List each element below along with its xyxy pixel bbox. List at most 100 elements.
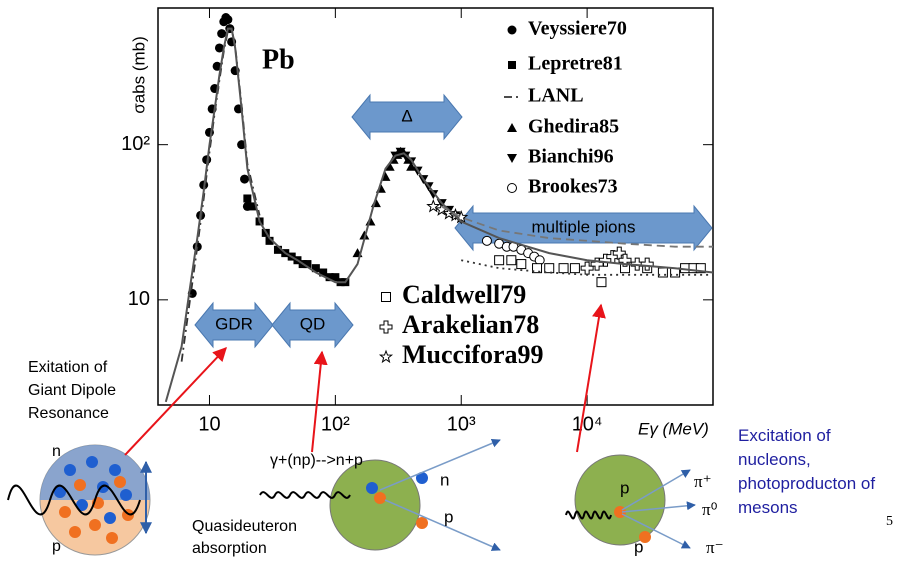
neutron	[366, 482, 378, 494]
x-tick-label: 10	[198, 413, 220, 435]
y-tick-label: 10²	[121, 133, 150, 155]
data-point	[428, 190, 439, 200]
legend-swatch	[378, 349, 394, 364]
qd-diagram: γ+(np)-->n+p n p Quasideuteron absorption	[192, 438, 501, 557]
data-point	[569, 263, 580, 274]
legend-label: Brookes73	[528, 176, 618, 198]
legend-label: LANL	[528, 85, 584, 107]
range-arrow	[271, 301, 354, 349]
protons	[59, 476, 134, 544]
data-point	[516, 259, 527, 270]
caption-line: mesons	[738, 498, 798, 517]
x-tick-label: 10²	[321, 413, 350, 435]
track	[621, 513, 691, 549]
range-arrow	[351, 93, 463, 141]
data-point	[303, 260, 312, 269]
caption-line: photoproducton of	[738, 474, 875, 493]
range-arrow	[454, 204, 713, 252]
element-label: Pb	[262, 44, 295, 75]
data-point	[273, 245, 282, 254]
data-point	[481, 235, 492, 246]
caption: Exitation of Giant Dipole Resonance	[28, 359, 116, 422]
data-line	[164, 27, 713, 403]
data-point	[217, 29, 227, 39]
data-point	[506, 255, 517, 266]
caption-line: absorption	[192, 540, 267, 557]
data-point	[580, 261, 594, 275]
caption-line: Quasideuteron	[192, 518, 297, 535]
data-point	[596, 277, 607, 288]
pointer-arrow	[311, 350, 328, 453]
x-tick-label: 10⁴	[572, 413, 603, 435]
data-point	[494, 255, 505, 266]
data-point	[223, 15, 233, 25]
caption-line: Resonance	[28, 405, 109, 422]
legend-swatch	[507, 25, 517, 35]
caption-line: Exitation of	[28, 359, 108, 376]
data-point	[243, 194, 252, 203]
reaction: γ+(np)-->n+p	[270, 452, 363, 469]
data-point	[265, 236, 274, 245]
legend-label: Bianchi96	[528, 146, 614, 168]
data-line	[441, 205, 713, 248]
pion-diagram: p p π⁺ π⁰ π⁻	[565, 454, 724, 557]
legend-swatch	[507, 183, 517, 193]
data-point	[384, 161, 395, 171]
legend-swatch	[507, 154, 517, 163]
data-point	[558, 263, 569, 274]
data-point	[395, 147, 406, 157]
data-point	[618, 253, 632, 267]
range-label: QD	[300, 314, 326, 333]
gdr-diagram: n p	[7, 443, 152, 556]
legend-label: Veyssiere70	[528, 18, 627, 40]
label: n	[440, 470, 449, 489]
legend-swatch	[508, 61, 516, 69]
page-number: 5	[886, 514, 893, 529]
y-axis-label: σabs (mb)	[129, 36, 148, 114]
data-point	[441, 206, 457, 220]
track	[384, 499, 501, 551]
label: π⁰	[702, 500, 718, 519]
data-point	[695, 263, 706, 274]
legend-label: Lepretre81	[528, 53, 623, 75]
caption-line: Giant Dipole	[28, 382, 116, 399]
plot-frame	[157, 7, 714, 406]
photon-wave	[565, 510, 612, 520]
nucleus	[574, 454, 666, 546]
legend-label: Muccifora99	[402, 340, 544, 369]
range-label: Δ	[401, 106, 412, 125]
legend-label: Caldwell79	[402, 280, 526, 309]
data-point	[212, 61, 222, 71]
proton	[639, 531, 651, 543]
label: π⁺	[694, 472, 712, 491]
neutrons	[54, 456, 132, 524]
label: p	[52, 538, 61, 555]
y-tick-label: 10	[128, 288, 150, 310]
legend-swatch	[381, 292, 391, 302]
data-point	[406, 157, 417, 167]
caption: Quasideuteron absorption	[192, 518, 297, 557]
data-point	[319, 268, 328, 277]
x-tick-label: 10³	[447, 413, 476, 435]
data-point	[640, 257, 654, 271]
data-line	[461, 259, 713, 276]
label: π⁻	[706, 538, 724, 557]
legend-swatch	[379, 320, 393, 334]
label: n	[52, 443, 61, 460]
label: p	[620, 478, 629, 497]
data-point	[532, 263, 543, 274]
data-point	[544, 263, 555, 274]
data-point	[359, 230, 370, 240]
data-point	[331, 273, 340, 282]
chart: 10 10² 10³ 10⁴ 10 10² σabs (mb) Eγ (MeV) Pb GDR QD…	[121, 7, 714, 438]
photon-wave	[7, 484, 141, 516]
range-label: GDR	[215, 314, 253, 333]
caption-line: nucleons,	[738, 450, 811, 469]
pointer-arrow	[124, 346, 227, 456]
data-point	[214, 43, 224, 53]
nucleus	[329, 459, 421, 551]
label: p	[634, 537, 643, 556]
range-label: multiple pions	[532, 217, 636, 236]
x-axis-label: Eγ (MeV)	[638, 419, 709, 438]
